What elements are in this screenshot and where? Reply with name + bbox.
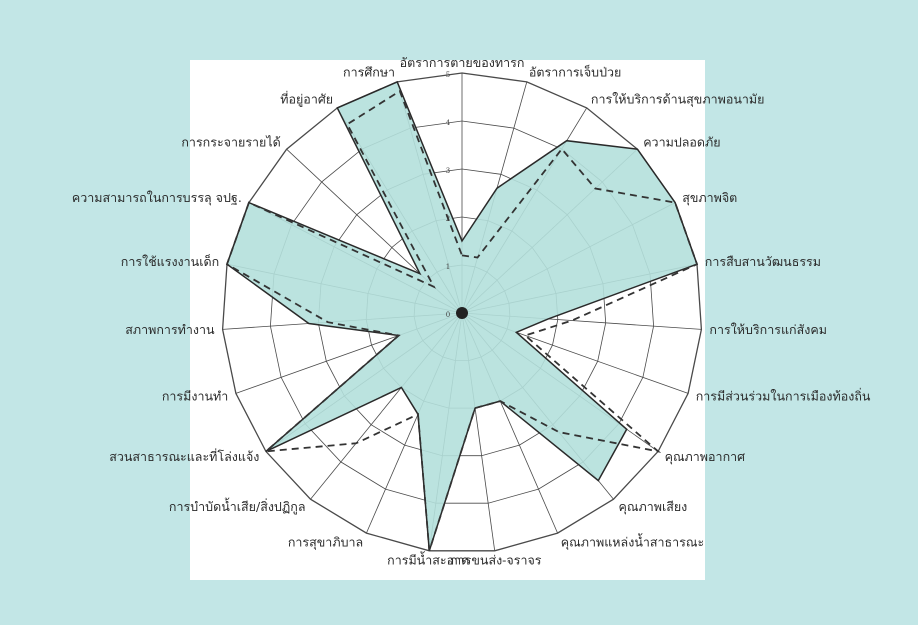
- category-label: คุณภาพเสียง: [619, 499, 688, 515]
- category-label: อัตราการเจ็บป่วย: [529, 64, 621, 79]
- radial-tick-label: 4: [446, 119, 451, 127]
- category-label: คุณภาพอากาศ: [665, 449, 746, 465]
- series-dashed-line: [225, 89, 699, 552]
- radial-tick-label: 1: [446, 263, 450, 271]
- category-label: การขนส่ง-จราจร: [450, 553, 542, 568]
- category-label: การให้บริการแก่สังคม: [709, 322, 827, 337]
- center-hub: [456, 307, 468, 319]
- radial-tick-label: 2: [446, 215, 450, 223]
- category-label: สุขภาพจิต: [682, 190, 737, 206]
- category-label: ที่อยู่อาศัย: [280, 90, 333, 107]
- category-labels: อัตราการตายของทารกอัตราการเจ็บป่วยการให้…: [72, 55, 871, 568]
- radial-ticks: 0 1 2 3 4 5: [446, 71, 451, 319]
- category-label: การใช้แรงงานเด็ก: [121, 254, 219, 269]
- category-label: การให้บริการด้านสุขภาพอนามัย: [591, 91, 765, 107]
- radial-tick-label: 5: [446, 71, 450, 79]
- category-label: อัตราการตายของทารก: [400, 55, 525, 70]
- radial-tick-label: 3: [446, 167, 450, 175]
- category-label: สวนสาธารณะและที่โล่งแจ้ง: [109, 448, 259, 464]
- category-label: การศึกษา: [343, 64, 395, 79]
- category-label: การมีส่วนร่วมในการเมืองท้องถิ่น: [696, 388, 871, 404]
- category-label: การสุขาภิบาล: [288, 534, 363, 550]
- radar-series: [225, 80, 699, 552]
- category-label: การสืบสานวัฒนธรรม: [705, 254, 821, 269]
- category-label: การมีงานทำ: [162, 389, 228, 404]
- category-label: การกระจายรายได้: [181, 134, 280, 149]
- category-label: การบำบัดน้ำเสีย/สิ่งปฏิกูล: [169, 497, 306, 515]
- category-label: สภาพการทำงาน: [125, 322, 215, 337]
- category-label: คุณภาพแหล่งน้ำสาธารณะ: [561, 532, 704, 550]
- radial-tick-label: 0: [446, 311, 450, 319]
- category-label: ความสามารถในการบรรลุ จปฐ.: [72, 190, 242, 206]
- category-label: ความปลอดภัย: [643, 134, 720, 149]
- category-label: การมีน้ำสะอาด: [387, 551, 469, 568]
